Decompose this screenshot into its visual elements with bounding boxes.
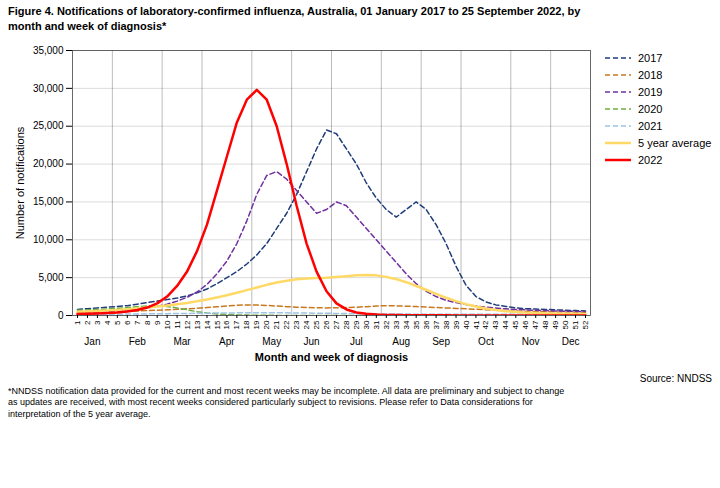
svg-text:8: 8 (143, 320, 152, 325)
svg-text:47: 47 (531, 320, 540, 329)
svg-text:23: 23 (292, 320, 301, 329)
svg-text:Jan: Jan (84, 335, 100, 346)
html-text:2019: 2019 (638, 85, 663, 98)
svg-text:30: 30 (362, 320, 371, 329)
svg-text:14: 14 (203, 320, 212, 329)
svg-text:40: 40 (462, 320, 471, 329)
svg-text:36: 36 (422, 320, 431, 329)
svg-text:37: 37 (432, 320, 441, 329)
svg-text:42: 42 (481, 320, 490, 329)
svg-text:Sep: Sep (432, 335, 450, 346)
svg-text:7: 7 (133, 320, 142, 325)
svg-text:25,000: 25,000 (33, 120, 64, 131)
svg-text:46: 46 (521, 320, 530, 329)
svg-text:12: 12 (183, 320, 192, 329)
html-text:5 year average: 5 year average (638, 136, 712, 149)
svg-text:10: 10 (163, 320, 172, 329)
svg-text:Jul: Jul (350, 335, 363, 346)
svg-text:Jun: Jun (304, 335, 320, 346)
svg-text:22: 22 (282, 320, 291, 329)
svg-text:Month and week of diagnosis: Month and week of diagnosis (255, 351, 408, 363)
svg-text:9: 9 (153, 320, 162, 325)
svg-text:18: 18 (242, 320, 251, 329)
svg-text:27: 27 (332, 320, 341, 329)
svg-text:17: 17 (232, 320, 241, 329)
svg-text:38: 38 (442, 320, 451, 329)
svg-text:0: 0 (58, 309, 64, 320)
svg-text:41: 41 (472, 320, 481, 329)
svg-text:33: 33 (392, 320, 401, 329)
svg-text:10,000: 10,000 (33, 234, 64, 245)
svg-text:35: 35 (412, 320, 421, 329)
svg-text:51: 51 (571, 320, 580, 329)
svg-text:30,000: 30,000 (33, 82, 64, 93)
svg-text:21: 21 (272, 320, 281, 329)
svg-text:2: 2 (83, 320, 92, 325)
svg-text:5,000: 5,000 (38, 272, 63, 283)
svg-text:39: 39 (452, 320, 461, 329)
svg-text:24: 24 (302, 320, 311, 329)
svg-text:16: 16 (222, 320, 231, 329)
svg-text:29: 29 (352, 320, 361, 329)
html-text:Figure 4. Notifications of lab: Figure 4. Notifications of laboratory-co… (8, 5, 581, 32)
svg-text:26: 26 (322, 320, 331, 329)
svg-text:4: 4 (103, 320, 112, 325)
svg-text:Apr: Apr (219, 335, 235, 346)
svg-text:35,000: 35,000 (33, 44, 64, 55)
svg-text:28: 28 (342, 320, 351, 329)
svg-text:11: 11 (173, 320, 182, 329)
html-text:2020: 2020 (638, 102, 663, 115)
svg-text:Dec: Dec (562, 335, 580, 346)
svg-text:1: 1 (73, 320, 82, 325)
svg-text:50: 50 (561, 320, 570, 329)
svg-text:Aug: Aug (392, 335, 410, 346)
svg-text:45: 45 (511, 320, 520, 329)
svg-text:15: 15 (213, 320, 222, 329)
svg-text:3: 3 (93, 320, 102, 325)
svg-text:48: 48 (541, 320, 550, 329)
svg-text:44: 44 (501, 320, 510, 329)
svg-text:20,000: 20,000 (33, 158, 64, 169)
svg-text:34: 34 (402, 320, 411, 329)
svg-text:May: May (262, 335, 281, 346)
html-text:*NNDSS notification data provi: *NNDSS notification data provided for th… (8, 385, 565, 420)
svg-text:Feb: Feb (129, 335, 147, 346)
html-text:2022: 2022 (638, 153, 663, 166)
html-text:2021: 2021 (638, 119, 663, 132)
svg-text:25: 25 (312, 320, 321, 329)
svg-text:32: 32 (382, 320, 391, 329)
html-text:Source: NNDSS: Source: NNDSS (639, 372, 712, 384)
html-text:2018: 2018 (638, 68, 663, 81)
svg-text:43: 43 (491, 320, 500, 329)
svg-text:5: 5 (113, 320, 122, 325)
svg-text:20: 20 (262, 320, 271, 329)
svg-text:Nov: Nov (522, 335, 540, 346)
svg-text:6: 6 (123, 320, 132, 325)
html-text:2017: 2017 (638, 51, 663, 64)
svg-text:13: 13 (193, 320, 202, 329)
svg-text:Oct: Oct (478, 335, 494, 346)
svg-text:31: 31 (372, 320, 381, 329)
svg-text:Mar: Mar (173, 335, 191, 346)
svg-text:Number of notifications: Number of notifications (14, 126, 26, 239)
svg-text:19: 19 (252, 320, 261, 329)
svg-text:15,000: 15,000 (33, 196, 64, 207)
svg-text:49: 49 (551, 320, 560, 329)
svg-text:52: 52 (581, 320, 590, 329)
